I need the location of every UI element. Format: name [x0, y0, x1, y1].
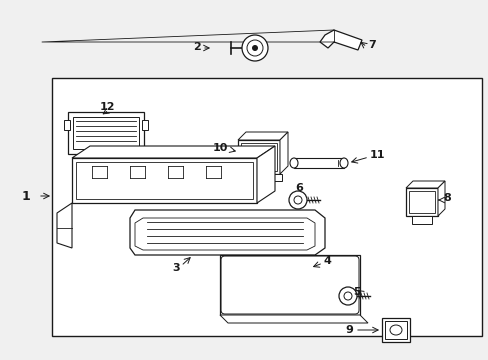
Bar [142, 120, 148, 130]
Text: 3: 3 [172, 263, 179, 273]
Polygon shape [280, 132, 287, 174]
Circle shape [338, 287, 356, 305]
Text: 11: 11 [369, 150, 385, 160]
Bar [408, 191, 434, 213]
Bar [293, 158, 343, 168]
Polygon shape [57, 203, 72, 248]
Text: 6: 6 [294, 183, 302, 193]
Polygon shape [319, 30, 361, 50]
Circle shape [288, 191, 306, 209]
Polygon shape [437, 181, 444, 216]
Polygon shape [238, 132, 287, 140]
Polygon shape [220, 315, 367, 323]
Ellipse shape [389, 325, 401, 335]
Bar [52, 78, 481, 336]
Circle shape [293, 196, 302, 204]
Bar [238, 140, 280, 174]
Ellipse shape [339, 158, 347, 168]
Circle shape [343, 292, 351, 300]
Bar [68, 112, 143, 154]
Text: 12: 12 [100, 102, 115, 112]
Bar [381, 318, 409, 342]
Bar [73, 117, 139, 149]
Text: 4: 4 [324, 256, 331, 266]
Bar [405, 188, 437, 216]
Circle shape [246, 40, 263, 56]
Text: 5: 5 [352, 287, 360, 297]
Text: 2: 2 [193, 42, 201, 52]
Ellipse shape [289, 158, 297, 168]
Text: 1: 1 [22, 189, 31, 202]
Bar [411, 216, 431, 224]
Bar [76, 162, 252, 199]
Circle shape [242, 35, 267, 61]
Bar [241, 143, 276, 171]
Polygon shape [257, 146, 274, 203]
Text: 9: 9 [345, 325, 352, 335]
Bar [64, 120, 70, 130]
Bar [271, 174, 282, 181]
Bar [220, 255, 359, 315]
Bar [72, 158, 257, 203]
Polygon shape [130, 210, 325, 255]
Polygon shape [72, 146, 274, 158]
Bar [244, 174, 253, 181]
Text: 7: 7 [367, 40, 375, 50]
Bar [258, 174, 267, 181]
Bar [384, 321, 406, 339]
Circle shape [251, 45, 258, 51]
Text: 8: 8 [442, 193, 450, 203]
Text: 10: 10 [213, 143, 228, 153]
Polygon shape [405, 181, 444, 188]
